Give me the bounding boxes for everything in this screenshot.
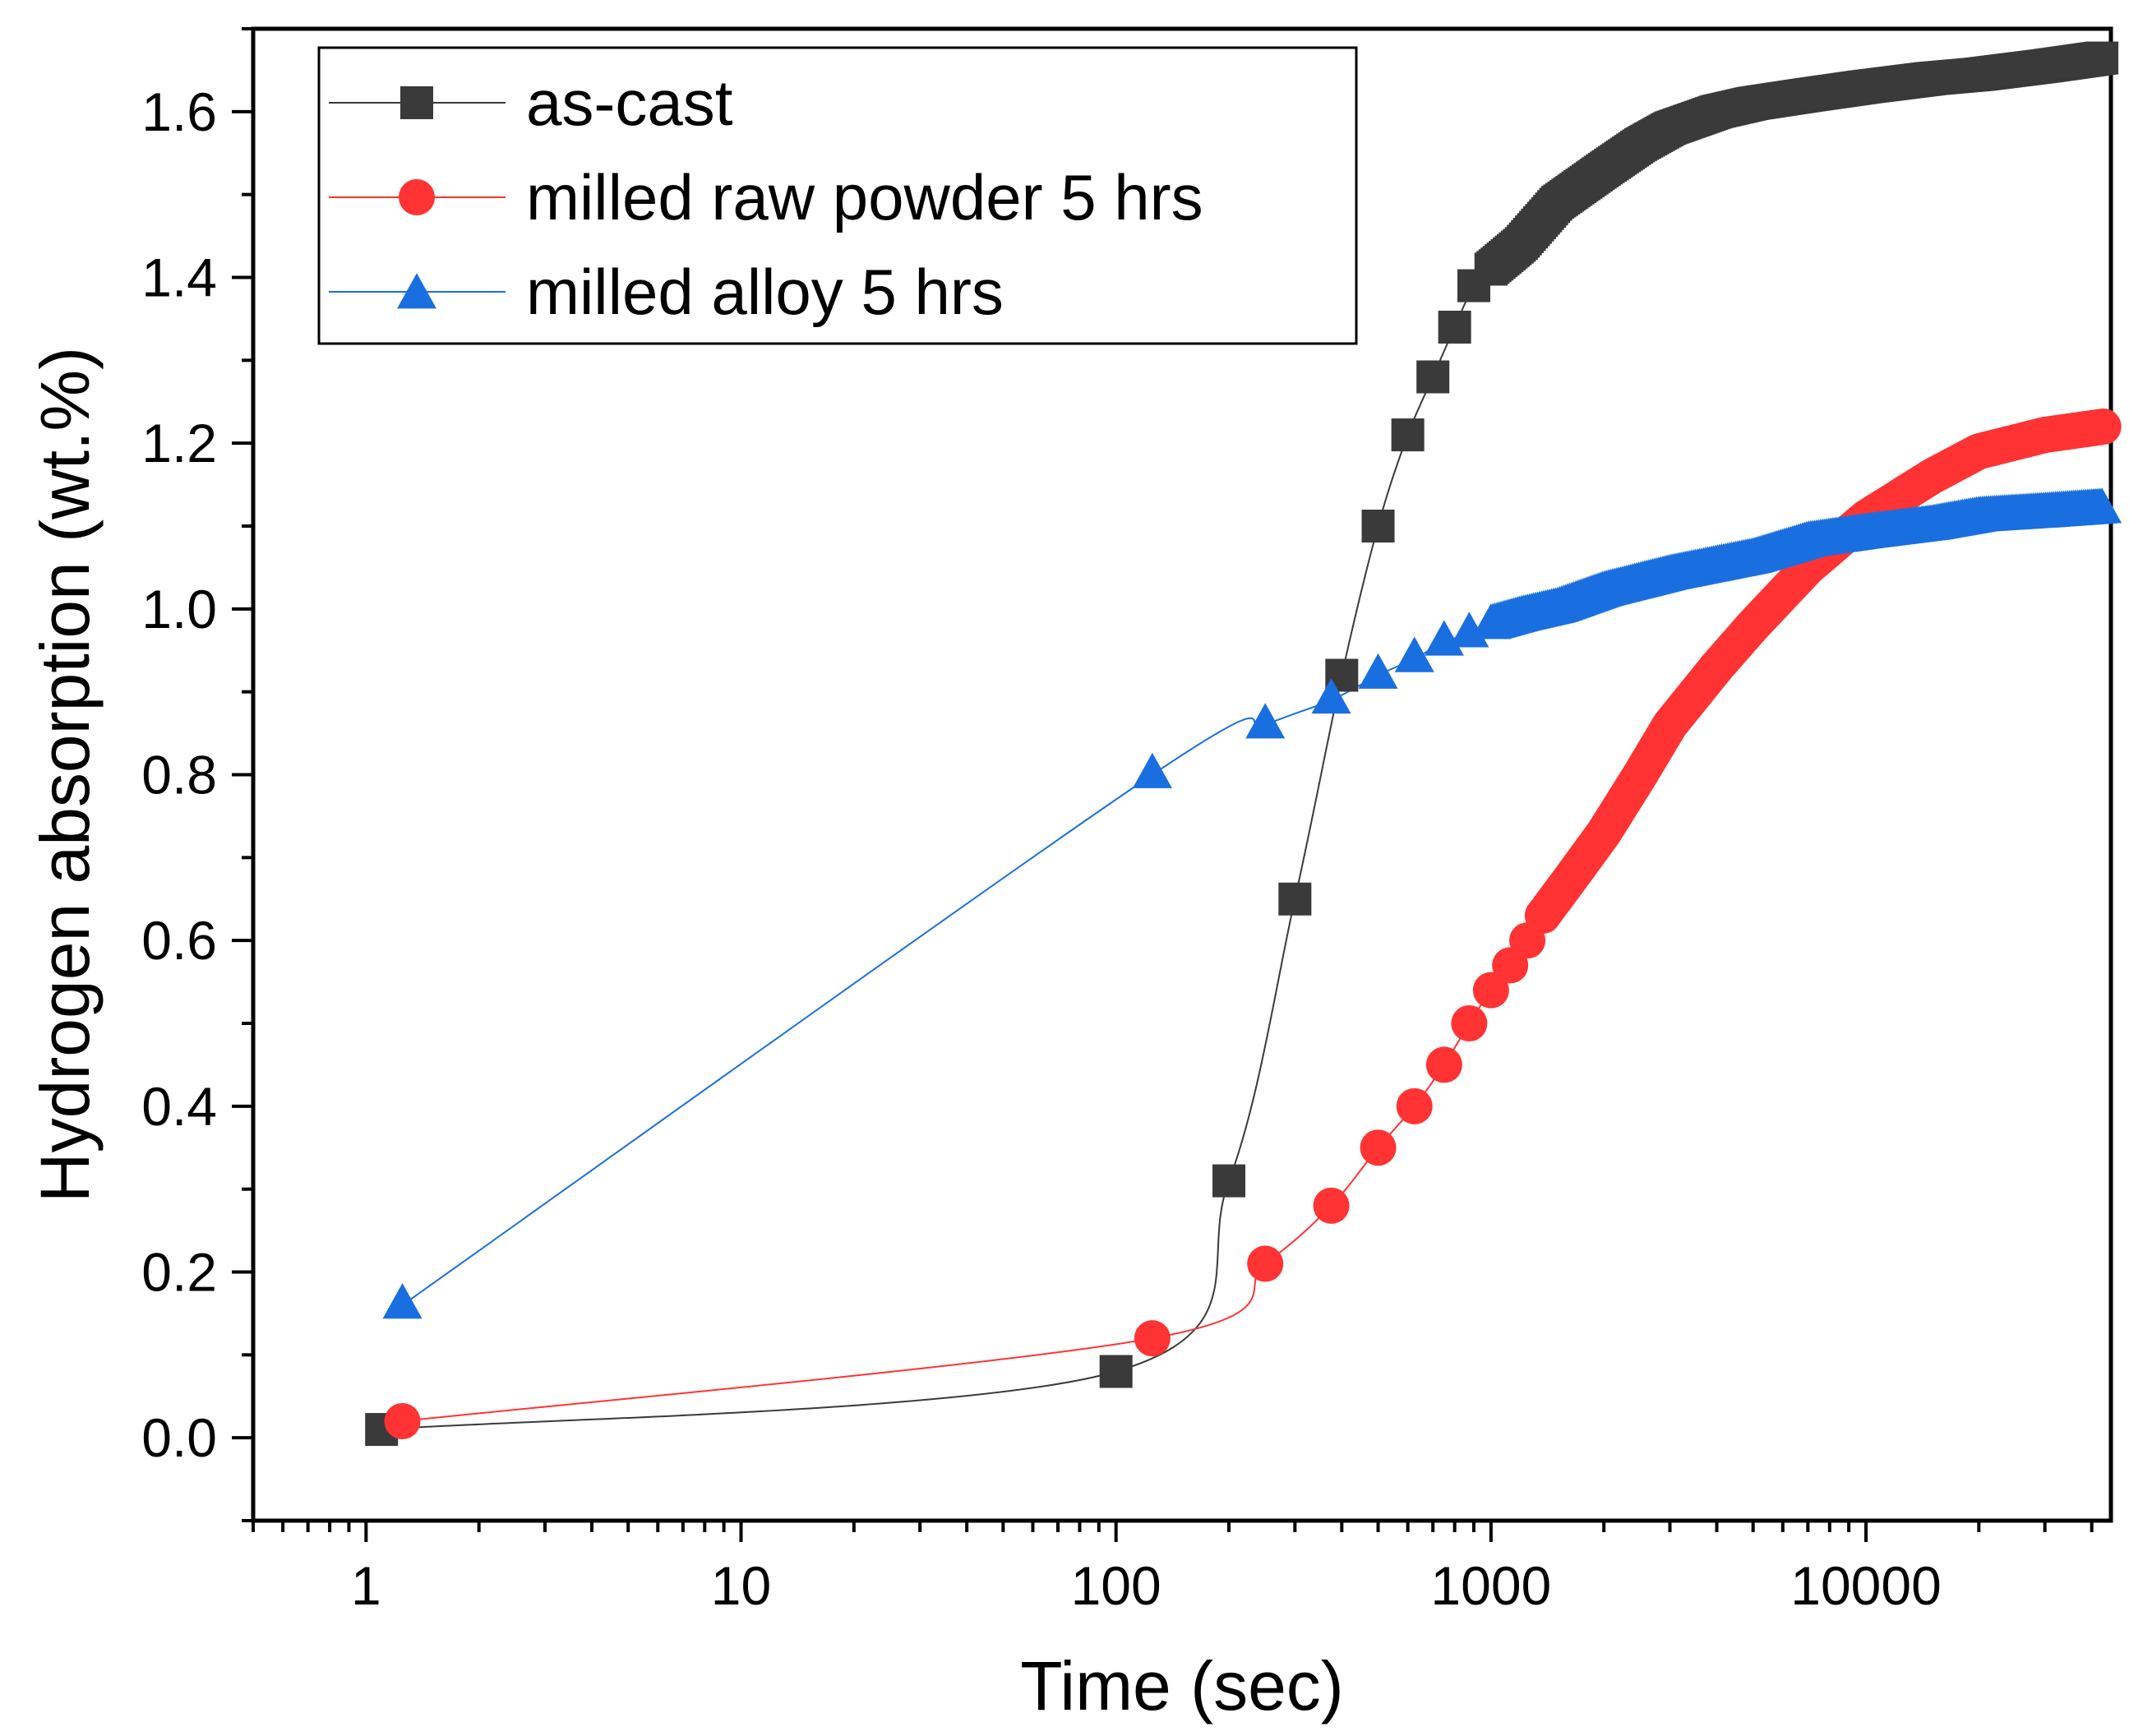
data-point-milled-alloy-5-hrs	[1245, 703, 1286, 739]
data-point-as-cast	[1212, 1164, 1245, 1198]
data-point-as-cast	[1099, 1355, 1133, 1388]
legend-label-milled-raw-powder-5-hrs: milled raw powder 5 hrs	[526, 161, 1203, 233]
y-tick-label: 1.4	[141, 247, 217, 308]
legend-marker-milled-alloy-5-hrs	[397, 273, 436, 309]
y-tick-label: 0.8	[141, 745, 217, 806]
axes-group: 1 10 100 1000 10000 0.0 0.2 0.4 0.6 0.8 1.0 1.2 1.4 1…	[141, 27, 2094, 1616]
data-point-milled-raw-powder-5-hrs	[2085, 409, 2122, 446]
y-tick-label: 0.0	[141, 1407, 217, 1468]
data-point-milled-raw-powder-5-hrs	[1313, 1187, 1350, 1224]
x-tick-label: 1	[351, 1555, 381, 1616]
data-point-milled-raw-powder-5-hrs	[1472, 972, 1509, 1009]
x-axis-title: Time (sec)	[1020, 1647, 1344, 1724]
data-point-milled-alloy-5-hrs	[1132, 752, 1172, 788]
y-tick-label: 0.2	[141, 1242, 217, 1303]
data-markers-group	[365, 41, 2122, 1447]
series-milled-raw-powder-5-hrs	[384, 409, 2122, 1439]
data-point-as-cast	[1361, 510, 1395, 542]
y-axis-title: Hydrogen absorption (wt.%)	[26, 347, 104, 1203]
y-tick-label: 0.6	[141, 910, 217, 971]
x-tick-label: 10000	[1790, 1555, 1942, 1616]
data-point-milled-raw-powder-5-hrs	[1134, 1320, 1171, 1357]
data-point-as-cast	[2085, 41, 2119, 75]
data-point-as-cast	[1438, 311, 1471, 344]
legend-label-as-cast: as-cast	[526, 67, 733, 139]
data-point-as-cast	[1391, 418, 1425, 452]
x-tick-label: 100	[1071, 1555, 1161, 1616]
legend-box	[317, 46, 1358, 345]
x-tick-label: 1000	[1430, 1555, 1551, 1616]
legend-marker-as-cast	[400, 86, 433, 119]
data-point-as-cast	[1278, 882, 1312, 916]
y-tick-label: 0.4	[141, 1076, 217, 1137]
legend-marker-milled-raw-powder-5-hrs	[399, 179, 435, 215]
series-milled-alloy-5-hrs	[382, 487, 2122, 1319]
data-point-milled-raw-powder-5-hrs	[1396, 1087, 1433, 1124]
x-tick-label: 10	[711, 1555, 771, 1616]
data-point-milled-raw-powder-5-hrs	[384, 1403, 421, 1439]
y-tick-label: 1.6	[141, 81, 217, 142]
data-point-milled-alloy-5-hrs	[382, 1283, 423, 1319]
data-point-as-cast	[1416, 360, 1450, 394]
data-point-milled-alloy-5-hrs	[1358, 653, 1398, 689]
fit-line-milled-alloy-5-hrs	[401, 509, 2103, 1306]
data-point-milled-raw-powder-5-hrs	[1360, 1129, 1397, 1166]
data-point-milled-alloy-5-hrs	[1311, 677, 1351, 714]
y-tick-label: 1.2	[141, 413, 217, 473]
data-point-milled-raw-powder-5-hrs	[1247, 1245, 1284, 1282]
y-tick-label: 1.0	[141, 579, 217, 639]
data-point-milled-alloy-5-hrs	[1394, 636, 1434, 672]
data-point-milled-raw-powder-5-hrs	[1451, 1005, 1488, 1041]
data-point-milled-raw-powder-5-hrs	[1425, 1046, 1462, 1083]
series-as-cast	[365, 41, 2119, 1447]
data-point-milled-alloy-5-hrs	[2082, 487, 2122, 524]
legend-label-milled-alloy-5-hrs: milled alloy 5 hrs	[526, 256, 1004, 328]
legend: as-cast milled raw powder 5 hrs milled all…	[317, 46, 1358, 345]
